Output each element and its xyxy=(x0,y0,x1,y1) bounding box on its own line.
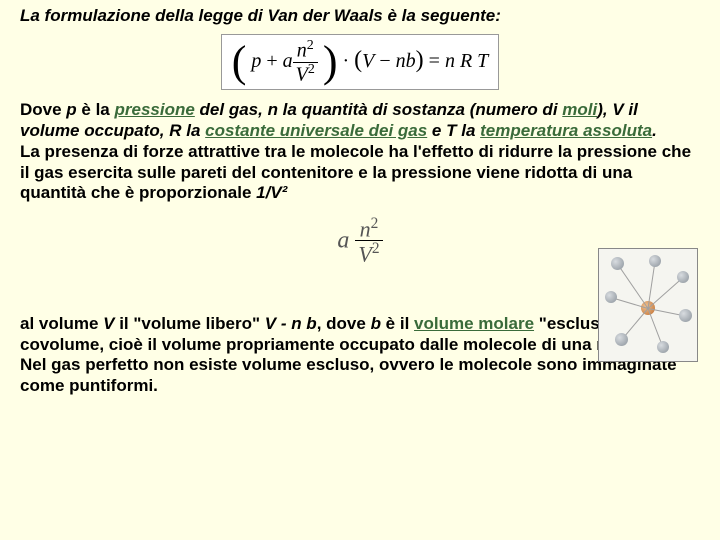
link-costante[interactable]: costante universale dei gas xyxy=(205,121,427,140)
rparen2: ) xyxy=(416,47,424,73)
p1-t5: ), xyxy=(597,100,612,119)
p2-nb: n b xyxy=(291,314,317,333)
p1-t2: è la xyxy=(77,100,115,119)
p1-var-p: p xyxy=(66,100,76,119)
p2-t5: è il xyxy=(381,314,414,333)
lparen2: ( xyxy=(354,47,362,73)
p1-ratio: 1/V² xyxy=(256,183,287,202)
lparen: ( xyxy=(232,37,247,86)
frac-den-sup: 2 xyxy=(308,62,315,77)
p2-t4: , dove xyxy=(317,314,371,333)
sf-num: n xyxy=(360,216,371,241)
molecule-ball xyxy=(605,291,617,303)
frac-num-sup: 2 xyxy=(307,38,314,53)
dot-op: · xyxy=(343,50,355,72)
molecule-illustration xyxy=(598,248,698,362)
p1-t4: la quantità di sostanza (numero di xyxy=(278,100,562,119)
p2-line2: Nel gas perfetto non esiste volume esclu… xyxy=(20,355,677,395)
p1-var-n: n xyxy=(268,100,278,119)
rparen: ) xyxy=(323,37,338,86)
link-pressione[interactable]: pressione xyxy=(115,100,195,119)
paragraph-1: Dove p è la pressione del gas, n la quan… xyxy=(20,100,700,204)
sf-a: a xyxy=(337,227,349,253)
p1-var-R: R xyxy=(169,121,181,140)
var-p: p xyxy=(251,50,261,72)
p1-var-V: V xyxy=(612,100,623,119)
p1-t8: e xyxy=(427,121,446,140)
plus-sign: + xyxy=(261,50,282,72)
p1-t9: la xyxy=(457,121,481,140)
p2-V2: V xyxy=(265,314,276,333)
p1-t1: Dove xyxy=(20,100,66,119)
link-volume-molare[interactable]: volume molare xyxy=(414,314,534,333)
frac-den-v: V xyxy=(296,63,308,85)
p2-V1: V xyxy=(103,314,114,333)
p2-t1: al volume xyxy=(20,314,103,333)
sf-num-sup: 2 xyxy=(371,215,379,232)
title-line: La formulazione della legge di Van der W… xyxy=(20,6,700,26)
equals-sign: = xyxy=(429,50,445,72)
molecule-ball xyxy=(679,309,692,322)
molecule-bond xyxy=(617,264,648,309)
p2-t3: - xyxy=(276,314,291,333)
small-formula: a n2 V2 xyxy=(337,216,382,266)
molecule-ball xyxy=(657,341,669,353)
main-formula-wrapper: ( p + a n2 V2 ) · (V − nb) = n R T xyxy=(20,34,700,90)
p1-line2: La presenza di forze attrattive tra le m… xyxy=(20,142,691,202)
frac-num-n: n xyxy=(297,40,307,62)
molecule-ball xyxy=(677,271,689,283)
link-moli[interactable]: moli xyxy=(562,100,597,119)
molecule-bond xyxy=(648,277,684,309)
fraction-n2-v2: n2 V2 xyxy=(293,39,318,85)
p1-t3: del gas, xyxy=(195,100,268,119)
sf-den: V xyxy=(358,242,371,267)
var-a: a xyxy=(283,50,293,72)
p1-var-T: T xyxy=(446,121,456,140)
molecule-ball xyxy=(649,255,661,267)
slide-page: La formulazione della legge di Van der W… xyxy=(0,0,720,540)
var-V: V xyxy=(362,50,374,72)
molecule-ball xyxy=(615,333,628,346)
link-temperatura[interactable]: temperatura assoluta xyxy=(480,121,652,140)
p1-t7: la xyxy=(182,121,206,140)
main-formula: ( p + a n2 V2 ) · (V − nb) = n R T xyxy=(221,34,500,90)
sf-den-sup: 2 xyxy=(372,240,380,257)
p2-b: b xyxy=(371,314,381,333)
rhs-nrt: n R T xyxy=(445,50,488,72)
minus-sign: − xyxy=(374,50,395,72)
sf-fraction: n2 V2 xyxy=(355,216,382,266)
molecule-ball xyxy=(611,257,624,270)
p1-t10: . xyxy=(652,121,657,140)
p2-t2: il "volume libero" xyxy=(114,314,264,333)
var-nb: nb xyxy=(396,50,416,72)
